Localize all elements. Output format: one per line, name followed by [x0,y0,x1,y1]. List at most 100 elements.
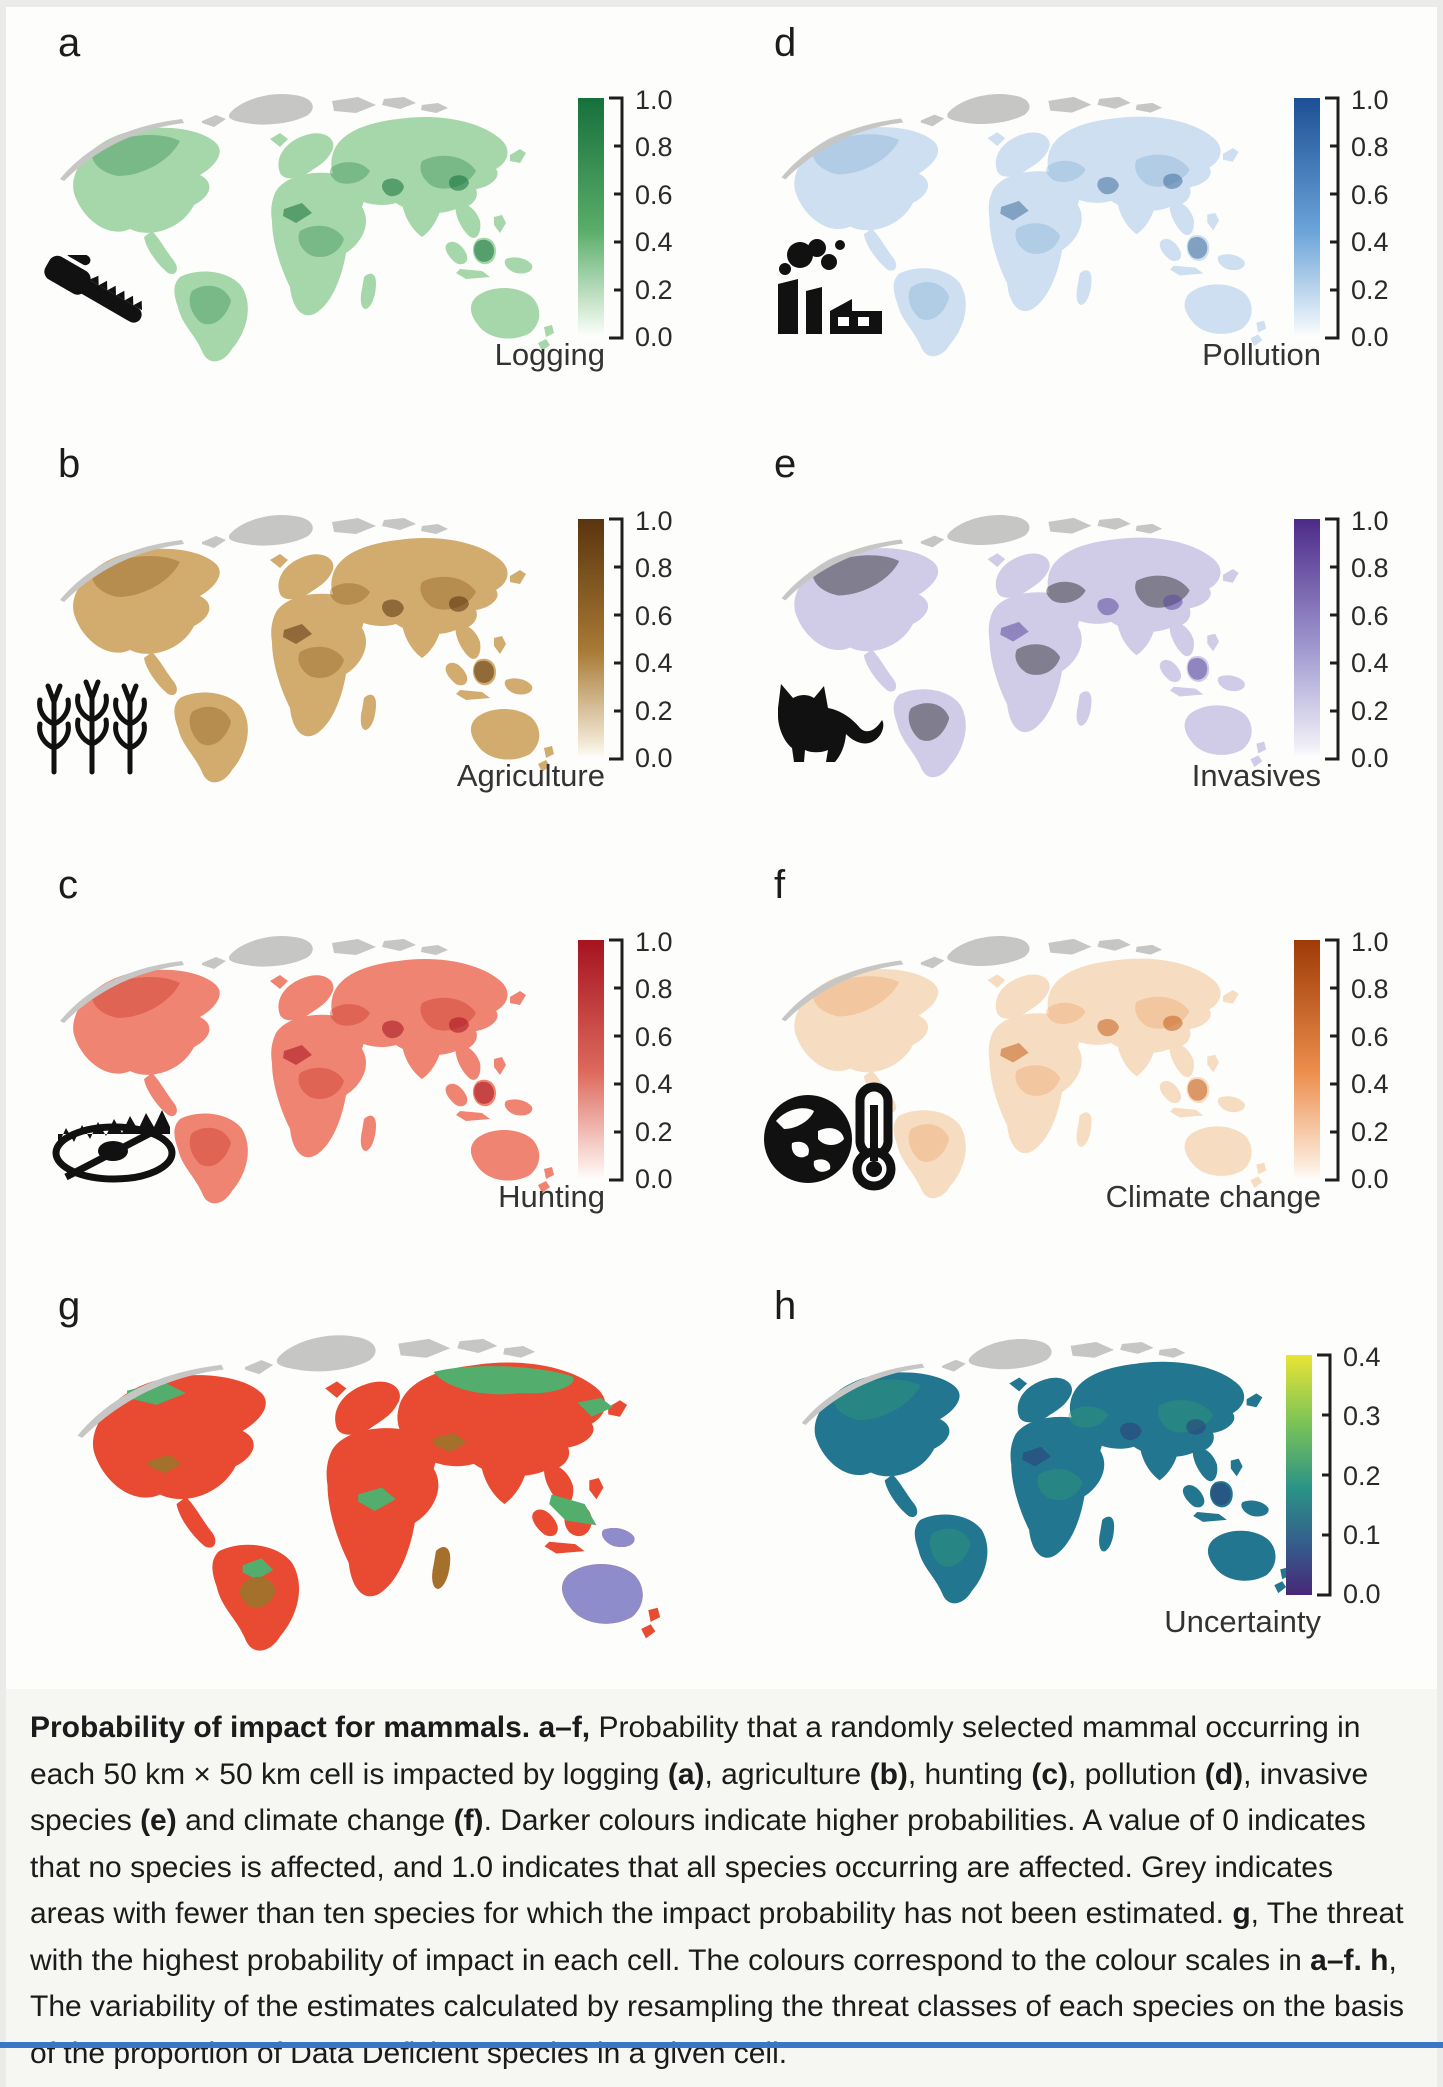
caption-text: and climate change [176,1804,454,1837]
map-title: Invasives [1191,758,1321,793]
tick-label: 0.2 [1343,1460,1381,1491]
tick-label: 0.2 [635,1116,673,1147]
tick-label: 1.0 [635,927,673,957]
tick-label: 0.2 [635,274,673,305]
cat-icon [748,668,888,768]
colorbar-axis [609,517,624,761]
tick-label: 0.4 [635,1069,673,1100]
caption-bold-text: Probability of impact for mammals. a–f, [30,1711,591,1744]
figure-page: a 1.0 0.8 0.6 0.4 0.2 0. [6,7,1437,2087]
factory-icon [770,229,892,339]
panel-hunting: c 1.0 0.8 0.6 0.4 0.2 0. [6,849,721,1270]
colorbar-gradient [578,519,604,759]
tick-label: 0.2 [635,695,673,726]
colorbar-tick-labels: 1.0 0.8 0.6 0.4 0.2 0.0 [1351,87,1389,351]
colorbar-axis [1317,1353,1332,1597]
corn-icon [36,672,148,776]
caption-text: , hunting [907,1757,1032,1791]
tick-label: 1.0 [635,506,673,536]
tick-label: 1.0 [1351,85,1389,115]
colorbar-axis [1325,938,1340,1182]
panel-letter: c [58,863,78,907]
bottom-border [0,2042,1443,2048]
tick-label: 0.4 [1343,1342,1381,1372]
caption-text: Probability that a randomly selected mam… [30,1711,1361,1791]
map-dominant-threat [77,1335,661,1651]
caption-bold-text: (b) [869,1757,908,1791]
colorbar-gradient [1294,98,1320,338]
panel-dominant-threat: g [6,1270,721,1689]
panel-pollution: d 1.0 0.8 0.6 [722,7,1437,428]
tick-label: 0.4 [635,648,673,679]
panel-uncertainty: h 0.4 0.3 0.2 0.1 0.0 Uncertainty [722,1270,1437,1689]
colorbar-tick-labels: 0.4 0.3 0.2 0.1 0.0 [1343,1344,1381,1608]
map-title: Agriculture [456,758,605,793]
globe-thermometer-icon [756,1079,908,1191]
tick-label: 0.0 [1351,742,1389,773]
map-title: Uncertainty [1164,1604,1321,1639]
caption-bold-text: (a) [667,1757,705,1791]
chainsaw-icon [34,255,184,347]
colorbar-invasives: 1.0 0.8 0.6 0.4 0.2 0.0 [1294,508,1389,772]
colorbar-uncertainty: 0.4 0.3 0.2 0.1 0.0 [1286,1344,1381,1608]
caption-text: . Darker colours indicate higher probabi… [30,1804,1366,1930]
colorbar-agriculture: 1.0 0.8 0.6 0.4 0.2 0.0 [578,508,673,772]
tick-label: 0.2 [1351,695,1389,726]
caption-bold-text: (f) [453,1804,484,1837]
colorbar-climate-change: 1.0 0.8 0.6 0.4 0.2 0.0 [1294,929,1389,1193]
caption-bold-text: (d) [1204,1757,1244,1791]
map-title: Pollution [1202,337,1321,372]
colorbar-tick-labels: 1.0 0.8 0.6 0.4 0.2 0.0 [635,87,673,351]
figure-grid: a 1.0 0.8 0.6 0.4 0.2 0. [6,7,1437,1689]
tick-label: 0.0 [635,321,673,352]
figure-caption: Probability of impact for mammals. a–f, … [6,1689,1437,2087]
colorbar-hunting: 1.0 0.8 0.6 0.4 0.2 0.0 [578,929,673,1193]
panel-letter: h [774,1284,797,1328]
colorbar-axis [609,96,624,340]
panel-agriculture: b 1.0 0.8 0.6 0.4 0.2 0.0 [6,428,721,849]
tick-label: 0.6 [635,1021,673,1052]
tick-label: 0.4 [635,227,673,258]
caption-text: , pollution [1068,1757,1205,1791]
tick-label: 0.8 [635,974,673,1005]
tick-label: 0.3 [1343,1401,1381,1432]
colorbar-axis [1325,517,1340,761]
tick-label: 0.0 [635,742,673,773]
colorbar-axis [1325,96,1340,340]
caption-text: , invasive species [30,1757,1369,1838]
tick-label: 0.6 [1351,600,1389,631]
panel-letter: a [58,21,81,65]
panel-letter: d [774,21,797,65]
tick-label: 0.1 [1343,1519,1381,1550]
map-uncertainty [801,1338,1291,1604]
colorbar-gradient [1294,940,1320,1180]
map-title: Logging [494,337,605,372]
tick-label: 0.0 [1351,1163,1389,1194]
colorbar-tick-labels: 1.0 0.8 0.6 0.4 0.2 0.0 [1351,508,1389,772]
tick-label: 0.8 [1351,553,1389,584]
tick-label: 0.8 [635,132,673,163]
tick-label: 0.8 [1351,132,1389,163]
caption-text: , agriculture [704,1757,870,1791]
colorbar-axis [609,938,624,1182]
colorbar-tick-labels: 1.0 0.8 0.6 0.4 0.2 0.0 [635,508,673,772]
panel-climate-change: f 1.0 0.8 [722,849,1437,1270]
tick-label: 0.4 [1351,1069,1389,1100]
tick-label: 0.0 [1343,1579,1381,1609]
colorbar-tick-labels: 1.0 0.8 0.6 0.4 0.2 0.0 [635,929,673,1193]
tick-label: 0.8 [635,553,673,584]
caption-bold-text: a–f. h [1310,1943,1389,1977]
panel-letter: g [58,1284,81,1328]
colorbar-pollution: 1.0 0.8 0.6 0.4 0.2 0.0 [1294,87,1389,351]
tick-label: 0.2 [1351,274,1389,305]
tick-label: 0.6 [1351,179,1389,210]
colorbar-gradient [578,98,604,338]
tick-label: 0.0 [635,1163,673,1194]
panel-letter: f [774,863,786,907]
colorbar-gradient [1286,1355,1312,1595]
caption-bold-text: (e) [140,1804,177,1837]
colorbar-tick-labels: 1.0 0.8 0.6 0.4 0.2 0.0 [1351,929,1389,1193]
tick-label: 0.4 [1351,648,1389,679]
tick-label: 0.6 [1351,1021,1389,1052]
map-title: Hunting [498,1179,605,1214]
